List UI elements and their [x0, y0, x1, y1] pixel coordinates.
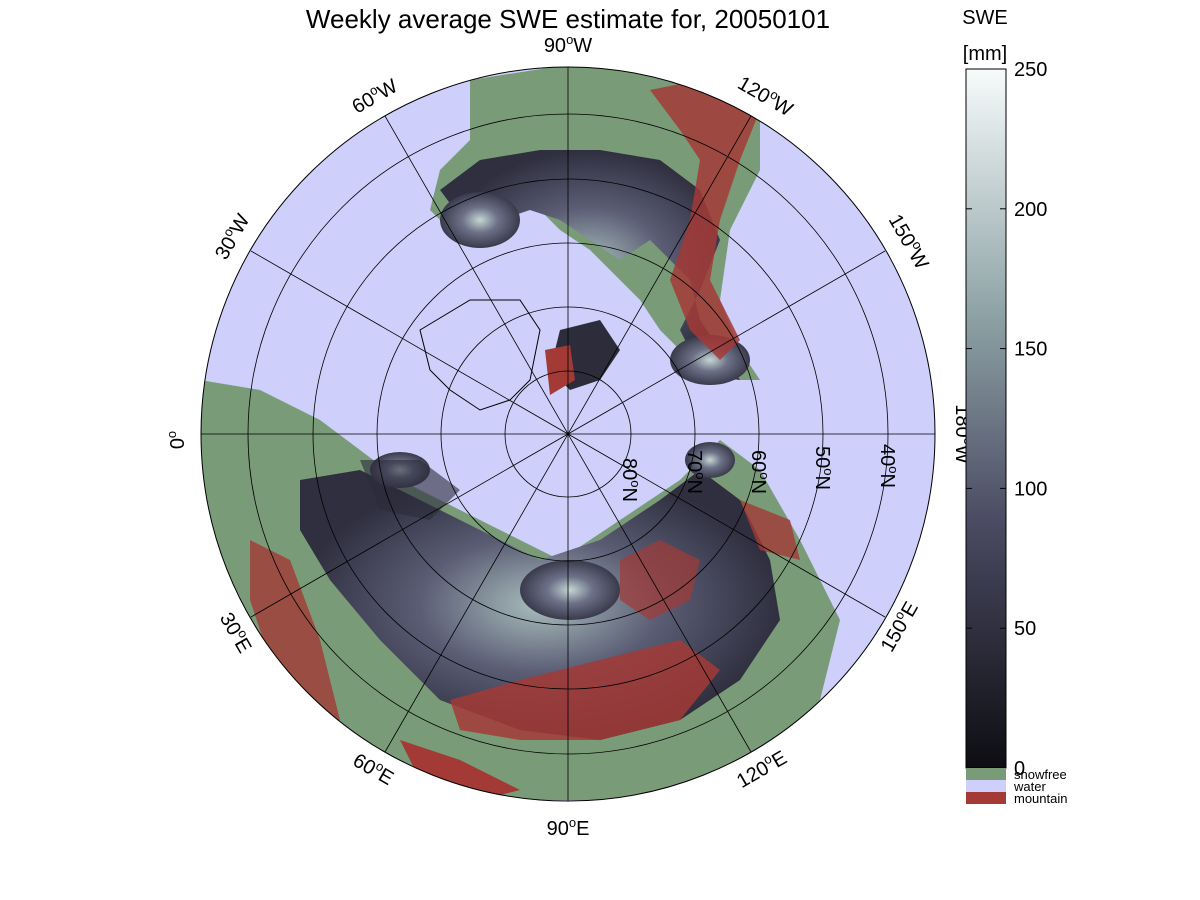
map-border	[200, 66, 936, 802]
legend-swatch-snowfree	[966, 768, 1006, 780]
lon-label-90w: 90oW	[544, 32, 592, 57]
colorbar-tick-label: 200	[1014, 199, 1047, 221]
mountain-region	[650, 80, 760, 360]
colorbar-ticks: 0 50 100 150 200 250	[966, 59, 1047, 780]
svg-text:90oW: 90oW	[544, 32, 592, 57]
colorbar-tick-label: 150	[1014, 339, 1047, 361]
colorbar-label-swe: SWE	[962, 7, 1008, 29]
mountain-region	[450, 640, 720, 740]
high-swe-region	[520, 560, 620, 620]
greenland-outline	[419, 299, 541, 411]
lat-label-60n: 60oN	[747, 450, 772, 494]
colorbar-gradient	[965, 68, 1007, 769]
svg-text:60oN: 60oN	[747, 450, 772, 494]
svg-text:0o: 0o	[164, 431, 189, 449]
legend-swatch-water	[966, 780, 1006, 792]
meridian-lines	[201, 67, 935, 801]
lon-label-0: 0o	[164, 431, 189, 449]
chart-title: Weekly average SWE estimate for, 2005010…	[306, 4, 830, 34]
high-swe-region	[440, 192, 520, 248]
latitude-labels: 80oN 70oN 60oN 50oN 40oN	[618, 444, 901, 502]
lat-label-50n: 50oN	[811, 446, 836, 490]
lat-label-40n: 40oN	[876, 444, 901, 488]
mountain-region	[250, 540, 340, 720]
colorbar-tick-label: 0	[1014, 758, 1025, 780]
colorbar-label-unit: [mm]	[963, 43, 1007, 65]
mountain-region	[400, 740, 520, 800]
lat-label-70n: 70oN	[683, 450, 708, 494]
colorbar-tick-label: 50	[1014, 618, 1036, 640]
legend-label-water: water	[1013, 779, 1046, 794]
mountain-region	[620, 540, 700, 620]
polar-map	[201, 67, 935, 801]
mountain-region	[740, 500, 800, 560]
svg-text:80oN: 80oN	[618, 458, 643, 502]
svg-text:70oN: 70oN	[683, 450, 708, 494]
legend-label-mountain: mountain	[1014, 791, 1067, 806]
svg-text:50oN: 50oN	[811, 446, 836, 490]
high-swe-region	[685, 442, 735, 478]
lon-label-90e: 90oE	[547, 815, 590, 840]
north-america-landmass	[430, 67, 760, 395]
snow-cover-region	[360, 460, 460, 520]
colorbar: SWE [mm] 0 50 100 150 200 250	[962, 7, 1047, 780]
colorbar-tick-label: 250	[1014, 59, 1047, 81]
legend-label-snowfree: snowfree	[1014, 767, 1067, 782]
svg-text:40oN: 40oN	[876, 444, 901, 488]
colorbar-tick-label: 100	[1014, 478, 1047, 500]
svg-text:90oE: 90oE	[547, 815, 590, 840]
eurasia-landmass	[201, 380, 840, 800]
lat-label-80n: 80oN	[618, 458, 643, 502]
legend-swatch-mountain	[966, 792, 1006, 804]
mountain-region	[545, 345, 575, 395]
